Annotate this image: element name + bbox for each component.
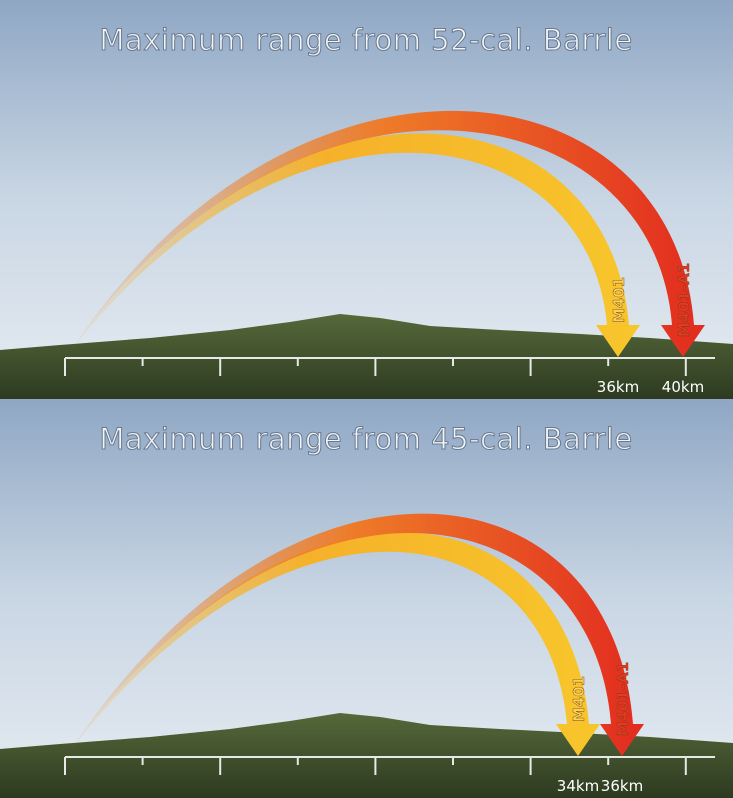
range-label: 36km [601, 777, 643, 795]
arrow-label: M401 [610, 277, 628, 323]
range-label: 36km [597, 378, 639, 396]
panel: Maximum range from 52-cal. Barrle M401 36k… [0, 0, 733, 399]
range-label: 34km [557, 777, 599, 795]
arrow-label: M401-A1 [675, 263, 693, 338]
panel: Maximum range from 45-cal. Barrle M401 34k… [0, 399, 733, 798]
panel-title: Maximum range from 45-cal. Barrle [99, 422, 632, 456]
panel-title: Maximum range from 52-cal. Barrle [99, 23, 632, 57]
arrow-label: M401-A1 [614, 662, 632, 737]
infographic: Maximum range from 52-cal. Barrle M401 36k… [0, 0, 733, 798]
arrow-label: M401 [570, 676, 588, 722]
range-label: 40km [662, 378, 704, 396]
